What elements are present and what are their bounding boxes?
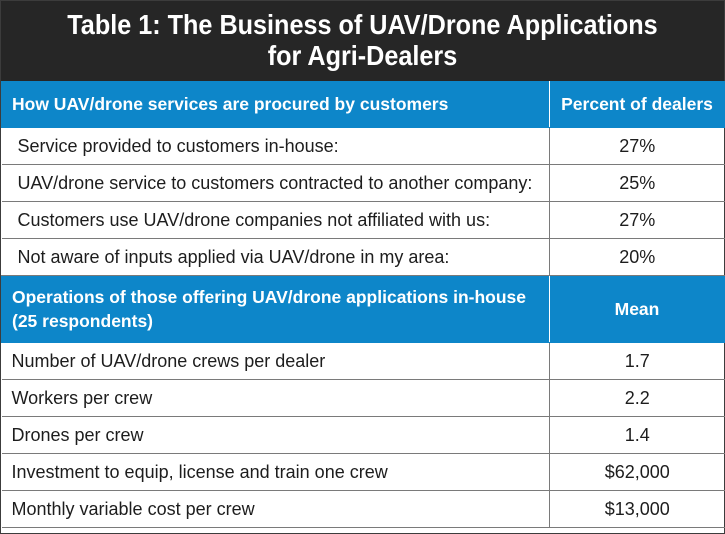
table-row: Workers per crew 2.2: [1, 379, 725, 417]
row-value: 20%: [549, 238, 725, 276]
table-row: Customers use UAV/drone companies not af…: [1, 201, 725, 239]
row-value: 27%: [549, 127, 725, 165]
row-label: Workers per crew: [1, 379, 550, 417]
table-row: Service provided to customers in-house: …: [1, 127, 725, 165]
row-value: 25%: [549, 164, 725, 202]
section-2-header-line-1: Operations of those offering UAV/drone a…: [12, 287, 527, 307]
table-title-line-2: for Agri-Dealers: [267, 40, 458, 71]
row-label: Service provided to customers in-house:: [1, 127, 550, 165]
row-value: $62,000: [549, 453, 725, 491]
row-value: 1.4: [549, 416, 725, 454]
table-row: Number of UAV/drone crews per dealer 1.7: [1, 342, 725, 380]
row-value: 2.2: [549, 379, 725, 417]
row-value: $13,000: [549, 490, 725, 528]
section-2-header-label: Operations of those offering UAV/drone a…: [1, 275, 550, 343]
section-1-header-value: Percent of dealers: [549, 81, 725, 128]
table-row: Not aware of inputs applied via UAV/dron…: [1, 238, 725, 276]
row-label: Not aware of inputs applied via UAV/dron…: [1, 238, 550, 276]
row-label: UAV/drone service to customers contracte…: [1, 164, 550, 202]
row-label: Investment to equip, license and train o…: [1, 453, 550, 491]
row-label: Number of UAV/drone crews per dealer: [1, 342, 550, 380]
row-label: Customers use UAV/drone companies not af…: [1, 201, 550, 239]
section-1-header: How UAV/drone services are procured by c…: [1, 81, 725, 128]
row-label: Monthly variable cost per crew: [1, 490, 550, 528]
title-bar: Table 1: The Business of UAV/Drone Appli…: [1, 1, 724, 81]
table-row: UAV/drone service to customers contracte…: [1, 164, 725, 202]
data-table: How UAV/drone services are procured by c…: [1, 81, 725, 528]
table-row: Drones per crew 1.4: [1, 416, 725, 454]
section-1-header-label: How UAV/drone services are procured by c…: [1, 81, 550, 128]
section-2-header: Operations of those offering UAV/drone a…: [1, 275, 725, 343]
table-row: Investment to equip, license and train o…: [1, 453, 725, 491]
section-2-header-value: Mean: [549, 275, 725, 343]
table-title-line-1: Table 1: The Business of UAV/Drone Appli…: [67, 9, 658, 40]
row-value: 1.7: [549, 342, 725, 380]
row-value: 27%: [549, 201, 725, 239]
table-row: Monthly variable cost per crew $13,000: [1, 490, 725, 528]
row-label: Drones per crew: [1, 416, 550, 454]
section-2-header-line-2: (25 respondents): [12, 311, 153, 331]
